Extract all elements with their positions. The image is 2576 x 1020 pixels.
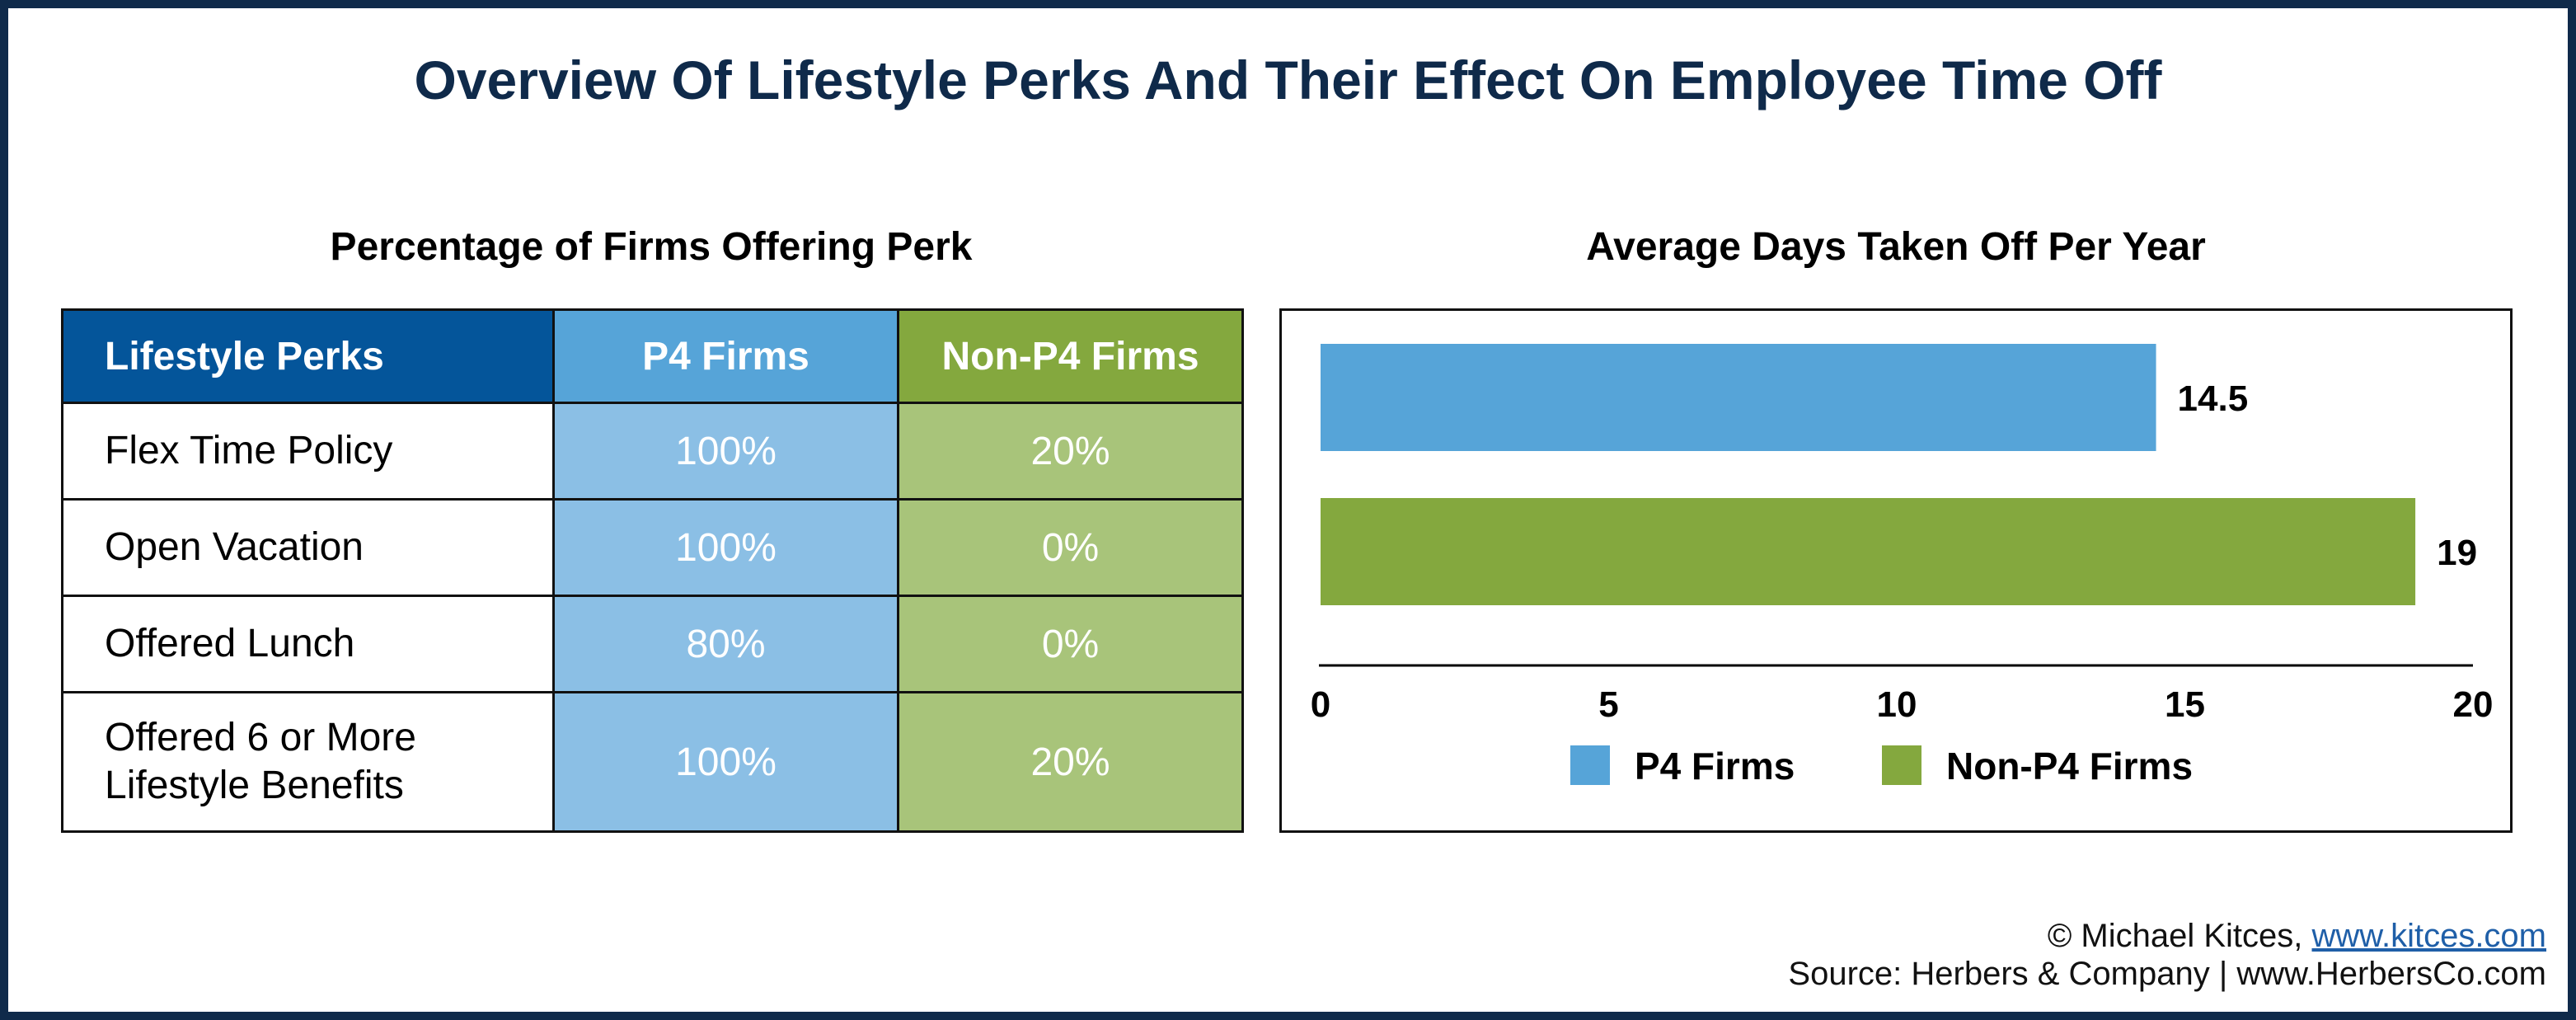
header-p4-firms: P4 Firms bbox=[552, 308, 899, 404]
legend-swatch bbox=[1882, 745, 1921, 785]
chart-title: Average Days Taken Off Per Year bbox=[1586, 225, 2206, 269]
bar-chart: 14.5 19 0 5 10 15 20 P4 Firms Non-P4 Firms bbox=[1279, 308, 2513, 833]
kitces-link[interactable]: www.kitces.com bbox=[2311, 918, 2547, 954]
p4-value: 100% bbox=[552, 402, 899, 501]
perk-name-line-1: Offered 6 or More bbox=[105, 716, 416, 759]
perk-table: Lifestyle Perks P4 Firms Non-P4 Firms Fl… bbox=[61, 308, 1244, 833]
perk-name: Offered Lunch bbox=[61, 595, 555, 693]
x-tick-label: 20 bbox=[2453, 684, 2494, 725]
header-lifestyle-perks: Lifestyle Perks bbox=[61, 308, 555, 404]
bar-non-p4-firms bbox=[1321, 498, 2416, 605]
table-title: Percentage of Firms Offering Perk bbox=[330, 225, 973, 269]
table-row: Open Vacation 100% 0% bbox=[61, 498, 1244, 597]
bar-chart-svg: 14.5 19 0 5 10 15 20 P4 Firms Non-P4 Firms bbox=[1311, 344, 2494, 787]
non-p4-value: 0% bbox=[897, 595, 1244, 693]
p4-value: 100% bbox=[552, 691, 899, 833]
p4-value: 100% bbox=[552, 498, 899, 597]
x-tick-label: 5 bbox=[1598, 684, 1618, 725]
credits: © Michael Kitces, www.kitces.com Source:… bbox=[1788, 917, 2546, 993]
legend-swatch bbox=[1570, 745, 1610, 785]
table-header-row: Lifestyle Perks P4 Firms Non-P4 Firms bbox=[61, 308, 1244, 404]
copyright-line: © Michael Kitces, www.kitces.com bbox=[1788, 917, 2546, 955]
perk-name: Open Vacation bbox=[61, 498, 555, 597]
bar-data-label: 19 bbox=[2437, 533, 2477, 573]
p4-value: 80% bbox=[552, 595, 899, 693]
bar-p4-firms bbox=[1321, 344, 2156, 451]
non-p4-value: 0% bbox=[897, 498, 1244, 597]
non-p4-value: 20% bbox=[897, 402, 1244, 501]
legend-label: P4 Firms bbox=[1635, 745, 1795, 787]
x-tick-label: 0 bbox=[1311, 684, 1330, 725]
bar-data-label: 14.5 bbox=[2178, 378, 2249, 419]
table-row: Offered Lunch 80% 0% bbox=[61, 595, 1244, 693]
x-tick-label: 10 bbox=[1877, 684, 1917, 725]
perk-name: Offered 6 or More Lifestyle Benefits bbox=[61, 691, 555, 833]
x-tick-label: 15 bbox=[2165, 684, 2205, 725]
copyright-text: © Michael Kitces, bbox=[2047, 918, 2312, 954]
table-row: Offered 6 or More Lifestyle Benefits 100… bbox=[61, 691, 1244, 833]
non-p4-value: 20% bbox=[897, 691, 1244, 833]
header-non-p4-firms: Non-P4 Firms bbox=[897, 308, 1244, 404]
source-line: Source: Herbers & Company | www.HerbersC… bbox=[1788, 956, 2546, 992]
legend-label: Non-P4 Firms bbox=[1946, 745, 2193, 787]
main-title: Overview Of Lifestyle Perks And Their Ef… bbox=[414, 49, 2162, 110]
perk-name: Flex Time Policy bbox=[61, 402, 555, 501]
table-row: Flex Time Policy 100% 20% bbox=[61, 402, 1244, 501]
perk-name-line-2: Lifestyle Benefits bbox=[105, 764, 404, 807]
